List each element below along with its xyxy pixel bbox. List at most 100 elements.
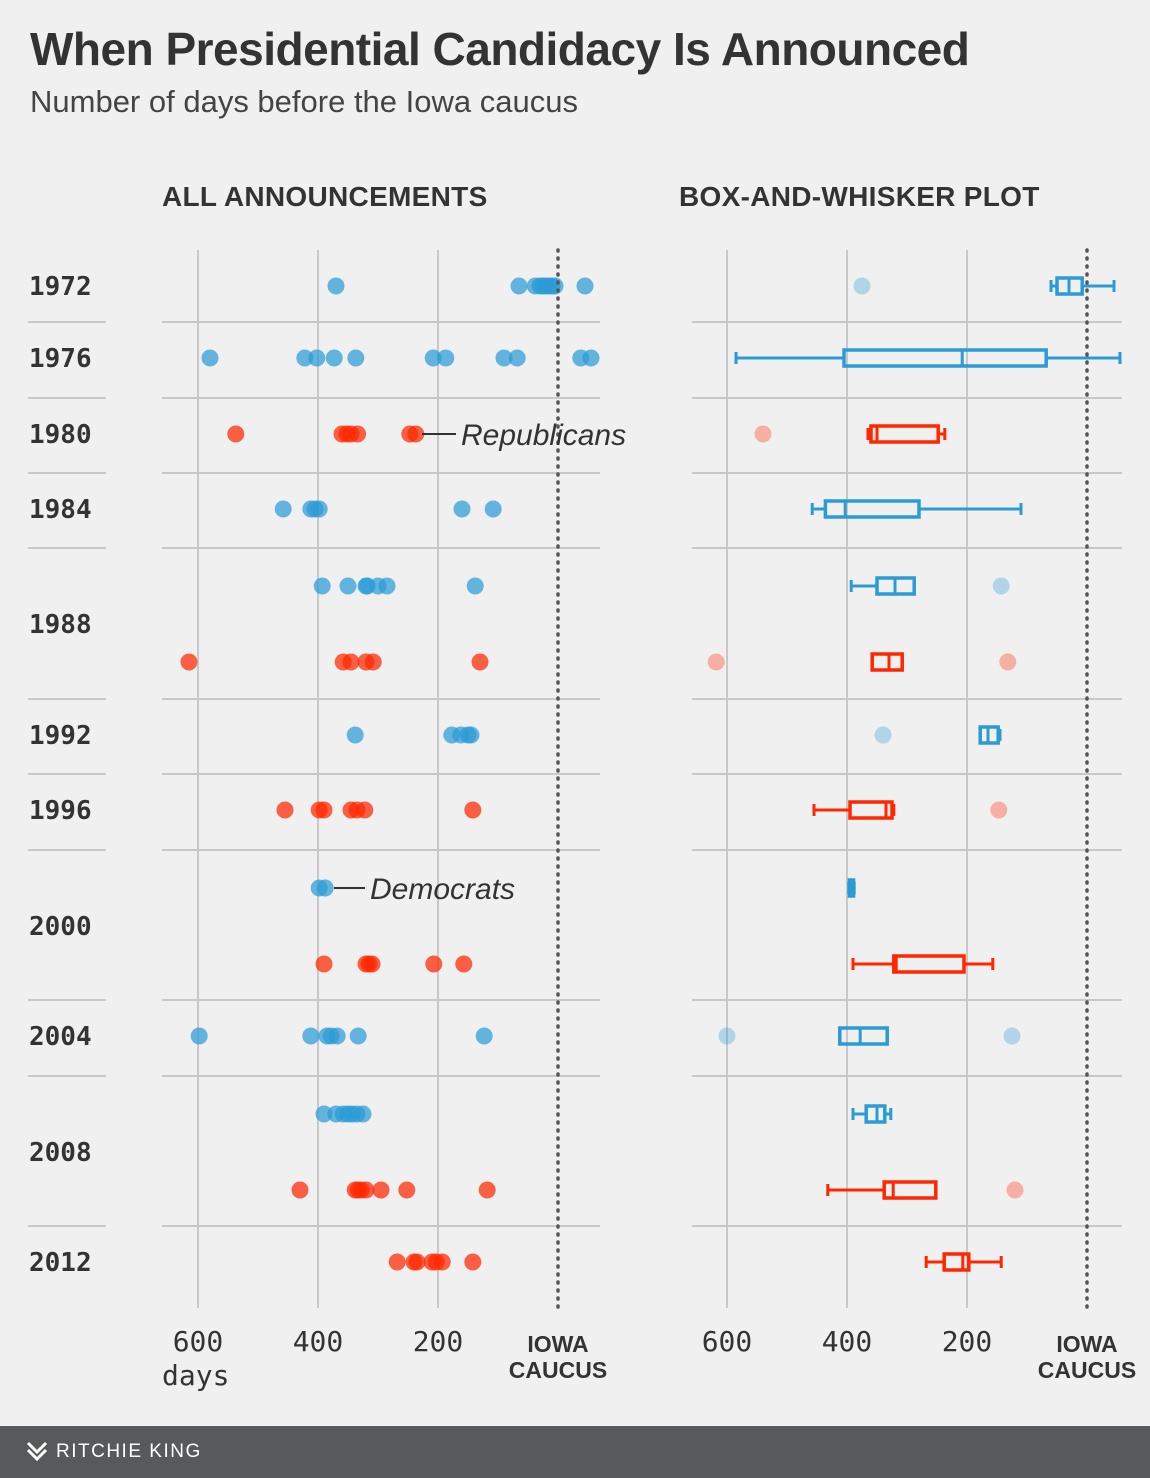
announcement-dot-dem (466, 577, 484, 595)
announcement-dot-rep (433, 1253, 451, 1271)
box-iqr (942, 1252, 971, 1272)
announcement-dot-dem (302, 1027, 320, 1045)
announcement-dot-rep (478, 1181, 496, 1199)
announcement-dot-rep (180, 653, 198, 671)
year-label-1972: 1972 (29, 272, 92, 302)
box-iqr (869, 424, 940, 444)
annotation-democrats: Democrats (370, 873, 515, 906)
annotation-republicans: Republicans (461, 419, 626, 452)
chart-title: When Presidential Candidacy Is Announced (30, 23, 970, 75)
chart-subtitle: Number of days before the Iowa caucus (30, 84, 578, 119)
x-tick-label: 400 (293, 1325, 344, 1358)
announcement-dot-dem (315, 1105, 333, 1123)
year-label-1988: 1988 (29, 610, 92, 640)
year-label-1984: 1984 (29, 495, 92, 525)
box-plot-1988-dem (849, 576, 916, 596)
outlier-dot-rep (999, 653, 1017, 671)
announcement-dot-dem (327, 277, 345, 295)
announcement-dot-dem (475, 1027, 493, 1045)
announcement-dot-dem (354, 1105, 372, 1123)
caucus-label: CAUCUS (1038, 1357, 1136, 1383)
announcement-dot-dem (347, 349, 365, 367)
x-tick-label: 200 (942, 1325, 993, 1358)
announcement-dot-dem (346, 726, 364, 744)
box-plot-2004-dem (838, 1026, 889, 1046)
caucus-label: CAUCUS (509, 1357, 607, 1383)
box-plot-2008-rep (826, 1180, 938, 1200)
announcement-dot-rep (388, 1253, 406, 1271)
outlier-dot-rep (1006, 1181, 1024, 1199)
footer-author: RITCHIE KING (56, 1441, 202, 1462)
year-label-1976: 1976 (29, 344, 92, 374)
year-label-2012: 2012 (29, 1248, 92, 1278)
year-label-1992: 1992 (29, 721, 92, 751)
box-plot-1980-rep (866, 424, 947, 444)
announcement-dot-dem (510, 277, 528, 295)
box-iqr (892, 954, 966, 974)
announcement-dot-dem (484, 500, 502, 518)
outlier-dot-dem (874, 726, 892, 744)
announcement-dot-rep (357, 1181, 375, 1199)
announcement-dot-rep (342, 653, 360, 671)
outlier-dot-rep (707, 653, 725, 671)
year-label-2004: 2004 (29, 1022, 92, 1052)
announcement-dot-rep (455, 955, 473, 973)
box-plot-2000-dem (847, 878, 856, 898)
year-label-1996: 1996 (29, 796, 92, 826)
announcement-dot-rep (291, 1181, 309, 1199)
right-panel-title: BOX-AND-WHISKER PLOT (679, 181, 1040, 212)
x-tick-label: 600 (173, 1325, 224, 1358)
announcement-dot-dem (313, 577, 331, 595)
x-tick-label: 400 (822, 1325, 873, 1358)
announcement-dot-rep (464, 1253, 482, 1271)
year-label-1980: 1980 (29, 420, 92, 450)
announcement-dot-dem (582, 349, 600, 367)
announcement-dot-dem (349, 1027, 367, 1045)
announcement-dot-dem (495, 349, 513, 367)
announcement-dot-dem (453, 500, 471, 518)
announcement-dot-rep (408, 1253, 426, 1271)
announcement-dot-rep (464, 801, 482, 819)
outlier-dot-dem (718, 1027, 736, 1045)
fivethirtyeight-logo-icon (26, 1441, 48, 1462)
announcement-dot-dem (378, 577, 396, 595)
outlier-dot-rep (990, 801, 1008, 819)
footer-bar: RITCHIE KING (0, 1426, 1150, 1478)
announcement-dot-dem (508, 349, 526, 367)
chart-canvas: 600 400 200 600 400 200 1972 1976 1980 1984 1988 19… (28, 248, 1136, 1392)
outlier-dot-dem (1003, 1027, 1021, 1045)
announcement-dot-rep (315, 801, 333, 819)
outlier-dot-dem (853, 277, 871, 295)
box-iqr (823, 499, 921, 519)
announcement-dot-dem (339, 577, 357, 595)
announcement-dot-dem (424, 349, 442, 367)
announcement-dot-dem (325, 349, 343, 367)
iowa-label: IOWA (527, 1331, 588, 1357)
announcement-dot-dem (576, 277, 594, 295)
box-plot-2008-dem (851, 1104, 893, 1124)
announcement-dot-dem (310, 500, 328, 518)
announcement-dot-dem (328, 1027, 346, 1045)
box-plot-1972-dem (1049, 276, 1116, 296)
announcement-dot-dem (462, 726, 480, 744)
box-iqr (870, 652, 904, 672)
announcement-dot-rep (364, 653, 382, 671)
x-tick-label: 200 (413, 1325, 464, 1358)
announcement-dot-dem (201, 349, 219, 367)
left-panel-title: ALL ANNOUNCEMENTS (162, 181, 488, 212)
announcement-dot-rep (372, 1181, 390, 1199)
announcement-dot-dem (316, 879, 334, 897)
box-plot-1988-rep (870, 652, 904, 672)
announcement-dot-rep (398, 1181, 416, 1199)
announcement-dot-rep (227, 425, 245, 443)
outlier-dot-rep (754, 425, 772, 443)
year-label-2000: 2000 (29, 912, 92, 942)
box-plot-1984-dem (810, 499, 1023, 519)
box-iqr (882, 1180, 938, 1200)
announcement-dot-rep (349, 425, 367, 443)
outlier-dot-dem (992, 577, 1010, 595)
announcement-dot-dem (274, 500, 292, 518)
announcement-dot-rep (276, 801, 294, 819)
box-iqr (842, 348, 1048, 368)
announcement-dot-rep (315, 955, 333, 973)
